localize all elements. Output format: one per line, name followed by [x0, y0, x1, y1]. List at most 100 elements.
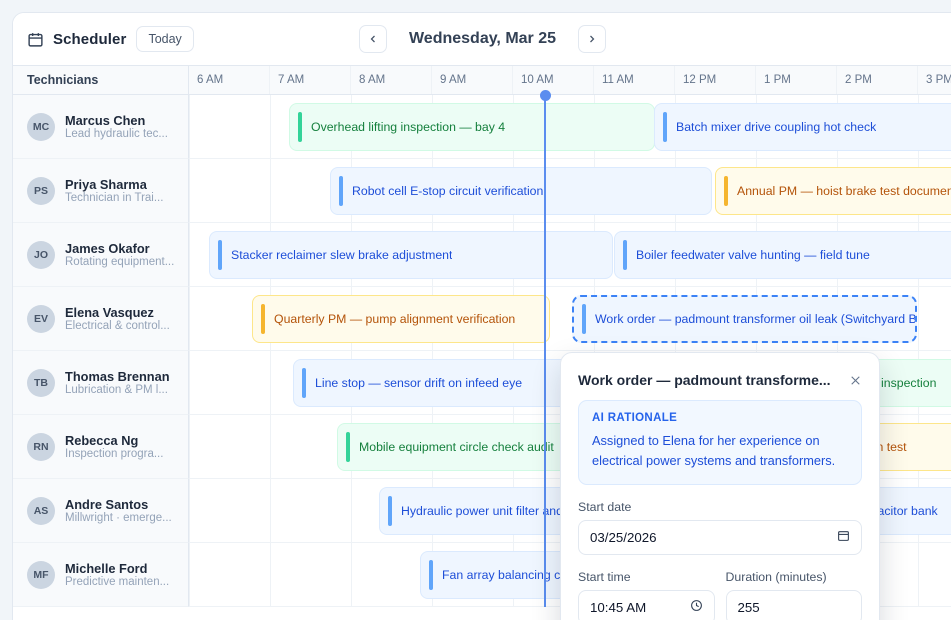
ai-rationale-text: Assigned to Elena for her experience on … — [592, 433, 836, 468]
start-date-input[interactable]: 03/25/2026 — [578, 519, 862, 555]
event-accent-bar — [298, 112, 302, 142]
event-block[interactable]: Batch mixer drive coupling hot check — [654, 103, 951, 151]
event-title: Stacker reclaimer slew brake adjustment — [231, 248, 453, 262]
technician-role: Inspection progra... — [65, 448, 164, 460]
duration-value: 255 — [737, 599, 760, 615]
event-accent-bar — [388, 496, 392, 526]
hour-headers: 6 AM 7 AM 8 AM 9 AM 10 AM 11 AM 12 PM 1 PM 2 PM 3… — [189, 66, 951, 94]
technician-row[interactable]: MF Michelle Ford Predictive mainten... — [13, 543, 189, 607]
event-accent-bar — [339, 176, 343, 206]
start-date-label: Start date — [578, 499, 632, 514]
event-block[interactable]: Robot cell E-stop circuit verification — [330, 167, 712, 215]
hour-header: 10 AM — [513, 66, 594, 94]
event-title: Mobile equipment circle check audit — [359, 440, 554, 454]
technician-row[interactable]: RN Rebecca Ng Inspection progra... — [13, 415, 189, 479]
lane[interactable]: Robot cell E-stop circuit verification An… — [189, 159, 951, 223]
event-block[interactable]: Stacker reclaimer slew brake adjustment — [209, 231, 613, 279]
event-block-selected[interactable]: Work order — padmount transformer oil le… — [572, 295, 917, 343]
avatar: RN — [27, 432, 55, 461]
avatar: EV — [27, 304, 55, 333]
technician-meta: Rebecca Ng Inspection progra... — [65, 433, 163, 460]
technician-name: Marcus Chen — [65, 113, 146, 128]
hour-header: 6 AM — [189, 66, 270, 94]
event-title: Quarterly PM — pump alignment verificati… — [274, 312, 516, 326]
event-block[interactable]: Quarterly PM — pump alignment verificati… — [252, 295, 550, 343]
event-block[interactable]: Overhead lifting inspection — bay 4 — [289, 103, 655, 151]
event-title: Batch mixer drive coupling hot check — [676, 120, 877, 134]
technician-row[interactable]: EV Elena Vasquez Electrical & control... — [13, 287, 189, 351]
technician-name: Priya Sharma — [65, 177, 147, 192]
technician-meta: Andre Santos Millwright · emerge... — [65, 497, 172, 524]
grid-header: Technicians 6 AM 7 AM 8 AM 9 AM 10 AM 11 AM 12… — [13, 65, 951, 95]
calendar-icon — [27, 31, 44, 48]
start-date-value: 03/25/2026 — [590, 529, 657, 545]
current-date-label: Wednesday, Mar 25 — [408, 30, 557, 47]
technician-meta: Marcus Chen Lead hydraulic tec... — [65, 113, 168, 140]
duration-input[interactable]: 255 — [725, 589, 862, 620]
avatar: AS — [27, 496, 55, 525]
hour-header: 1 PM — [756, 66, 837, 94]
today-button[interactable]: Today — [136, 26, 194, 52]
technician-name: Thomas Brennan — [65, 369, 170, 384]
date-navigation: Wednesday, Mar 25 — [13, 25, 951, 53]
technician-row[interactable]: TB Thomas Brennan Lubrication & PM l... — [13, 351, 189, 415]
event-block[interactable]: Boiler feedwater valve hunting — field t… — [614, 231, 951, 279]
hour-header: 12 PM — [675, 66, 756, 94]
close-icon[interactable] — [845, 370, 865, 390]
duration-field: 255 — [725, 589, 862, 620]
technician-meta: Thomas Brennan Lubrication & PM l... — [65, 369, 170, 396]
calendar-picker-icon[interactable] — [837, 529, 850, 545]
event-block[interactable]: Annual PM — hoist brake test documentati… — [715, 167, 951, 215]
technician-meta: Elena Vasquez Electrical & control... — [65, 305, 170, 332]
event-title: Annual PM — hoist brake test documentati… — [737, 184, 951, 198]
start-time-label: Start time — [578, 569, 631, 584]
event-title: Fan array balancing check — [442, 568, 587, 582]
lane[interactable]: Quarterly PM — pump alignment verificati… — [189, 287, 951, 351]
technician-name: Rebecca Ng — [65, 433, 139, 448]
clock-icon[interactable] — [690, 599, 703, 615]
hour-header: 7 AM — [270, 66, 351, 94]
technician-name: Michelle Ford — [65, 561, 148, 576]
start-time-input[interactable]: 10:45 AM — [578, 589, 715, 620]
next-day-button[interactable] — [578, 25, 607, 53]
chevron-right-icon — [590, 35, 595, 43]
current-time-dot — [539, 90, 551, 101]
lane[interactable]: Overhead lifting inspection — bay 4 Batch… — [189, 95, 951, 159]
event-accent-bar — [663, 112, 667, 142]
technician-meta: James Okafor Rotating equipment... — [65, 241, 174, 268]
technician-row[interactable]: JO James Okafor Rotating equipment... — [13, 223, 189, 287]
event-accent-bar — [582, 304, 586, 334]
technician-name: James Okafor — [65, 241, 150, 256]
event-accent-bar — [429, 560, 433, 590]
lane[interactable]: Stacker reclaimer slew brake adjustment B… — [189, 223, 951, 287]
technician-role: Lead hydraulic tec... — [65, 128, 168, 140]
ai-rationale-panel: AI RATIONALE Assigned to Elena for her e… — [578, 400, 862, 485]
time-duration-labels: Start time Duration (minutes) — [578, 570, 862, 584]
technician-role: Rotating equipment... — [65, 256, 175, 268]
popup-header: Work order — padmount transforme... — [561, 353, 879, 400]
event-accent-bar — [261, 304, 265, 334]
event-title: Robot cell E-stop circuit verification — [352, 184, 544, 198]
event-title: Work order — padmount transformer oil le… — [595, 312, 915, 326]
technician-row[interactable]: AS Andre Santos Millwright · emerge... — [13, 479, 189, 543]
prev-day-button[interactable] — [358, 25, 387, 53]
time-duration-row: 10:45 AM 255 — [578, 589, 862, 620]
avatar: MF — [27, 560, 55, 589]
page-title: Scheduler — [53, 30, 127, 48]
technician-row[interactable]: PS Priya Sharma Technician in Trai... — [13, 159, 189, 223]
hour-header: 8 AM — [351, 66, 432, 94]
event-title: Hydraulic power unit filter and sample — [401, 504, 607, 518]
event-accent-bar — [346, 432, 350, 462]
hour-header: 2 PM — [837, 66, 918, 94]
event-block[interactable]: Line stop — sensor drift on infeed eye — [293, 359, 613, 407]
ai-rationale-label: AI RATIONALE — [592, 412, 678, 424]
scheduler-brand: Scheduler — [27, 31, 126, 48]
technician-row[interactable]: MC Marcus Chen Lead hydraulic tec... — [13, 95, 189, 159]
avatar: PS — [27, 176, 55, 205]
event-accent-bar — [302, 368, 306, 398]
event-title: Boiler feedwater valve hunting — field t… — [636, 248, 870, 262]
chevron-left-icon — [370, 35, 375, 43]
event-accent-bar — [724, 176, 728, 206]
technicians-column: MC Marcus Chen Lead hydraulic tec... PS Priy… — [13, 95, 189, 607]
